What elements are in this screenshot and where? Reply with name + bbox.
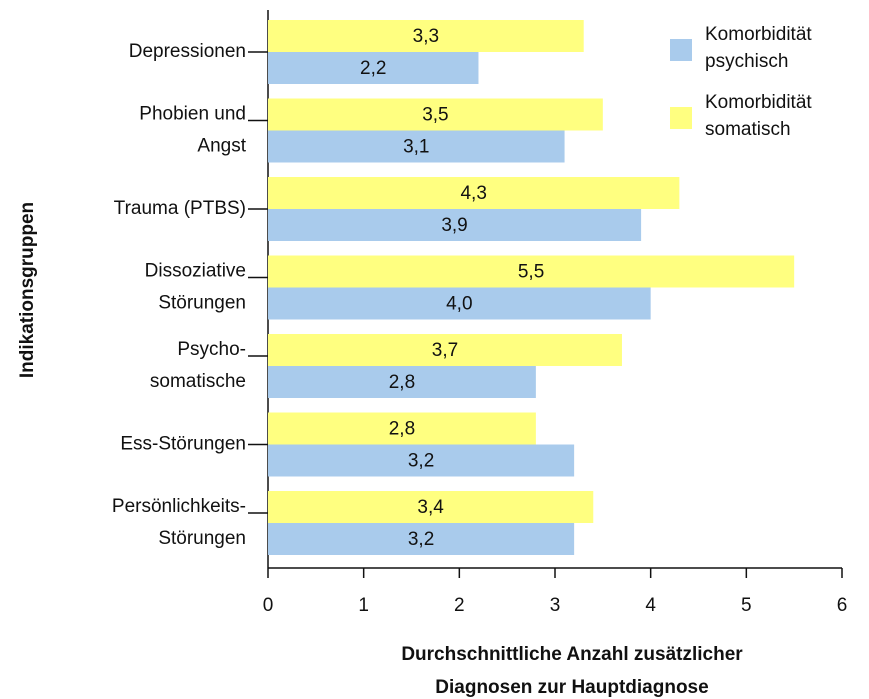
- bar: [268, 20, 584, 52]
- bar: [268, 523, 575, 555]
- bar: [268, 177, 680, 209]
- y-tick-label: Phobien und: [139, 104, 246, 125]
- bar-value-label: 3,1: [403, 137, 429, 158]
- legend-label-line: psychisch: [705, 51, 788, 72]
- x-tick-label: 6: [837, 595, 848, 616]
- bar-value-label: 3,4: [417, 497, 444, 518]
- bar: [268, 412, 536, 445]
- bar-value-label: 3,3: [413, 26, 439, 47]
- x-tick-label: 0: [263, 595, 274, 616]
- legend-swatch: [670, 39, 692, 61]
- bar: [268, 98, 603, 131]
- y-tick-label: somatische: [150, 371, 246, 392]
- bar-value-label: 2,8: [389, 372, 415, 393]
- bar-value-label: 3,2: [408, 451, 434, 472]
- bar: [268, 334, 622, 366]
- bar-value-label: 4,3: [460, 183, 486, 204]
- bar-value-label: 4,0: [446, 294, 472, 315]
- legend-swatch: [670, 107, 692, 129]
- y-tick-label: Persönlichkeits-: [112, 496, 246, 517]
- y-tick-label: Psycho-: [177, 339, 246, 360]
- legend-label: Komorbidität psychisch: [705, 24, 812, 72]
- bar-value-label: 3,9: [441, 215, 467, 236]
- legend-label: Komorbidität somatisch: [705, 92, 812, 140]
- bar: [268, 255, 795, 288]
- legend-label-line: somatisch: [705, 119, 791, 140]
- x-tick-label: 3: [550, 595, 561, 616]
- y-tick-label: Angst: [197, 136, 246, 157]
- bar-value-label: 3,2: [408, 529, 434, 550]
- y-tick-label: Depressionen: [129, 41, 246, 62]
- x-tick-label: 1: [358, 595, 369, 616]
- y-tick-label: Dissoziative: [145, 261, 246, 282]
- bar-value-label: 5,5: [518, 262, 544, 283]
- y-tick-label: Störungen: [158, 528, 246, 549]
- legend-label-line: Komorbidität: [705, 92, 812, 113]
- bar: [268, 209, 642, 241]
- x-tick-label: 5: [741, 595, 752, 616]
- bar: [268, 52, 479, 84]
- bar-value-label: 2,8: [389, 419, 415, 440]
- bar-value-label: 3,5: [422, 105, 448, 126]
- bar: [268, 491, 594, 523]
- bar: [268, 287, 651, 320]
- bar: [268, 444, 575, 477]
- y-tick-label: Trauma (PTBS): [114, 198, 246, 219]
- y-tick-label: Störungen: [158, 293, 246, 314]
- bar: [268, 130, 565, 163]
- x-tick-label: 4: [645, 595, 656, 616]
- x-axis-title: Durchschnittliche Anzahl zusätzlicher: [401, 644, 743, 665]
- y-axis-title: Indikationsgruppen: [17, 202, 38, 378]
- bar-value-label: 3,7: [432, 340, 458, 361]
- bar-value-label: 2,2: [360, 58, 386, 79]
- legend-label-line: Komorbidität: [705, 24, 812, 45]
- bar: [268, 366, 536, 398]
- x-tick-label: 2: [454, 595, 465, 616]
- y-tick-label: Ess-Störungen: [120, 434, 246, 455]
- x-axis-title: Diagnosen zur Hauptdiagnose: [435, 677, 708, 698]
